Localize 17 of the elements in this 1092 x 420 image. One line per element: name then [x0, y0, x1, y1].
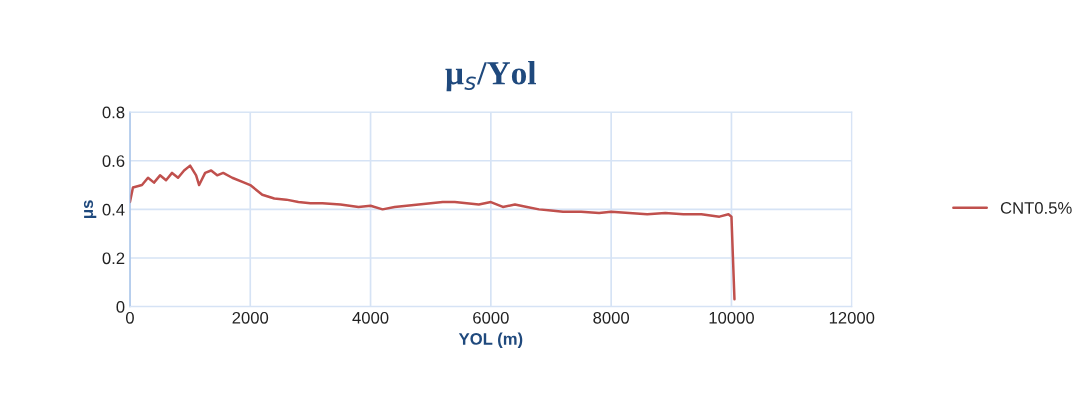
y-tick-label: 0.2 [102, 252, 125, 265]
y-axis-title: μs [83, 200, 97, 218]
chart-title: μ$_{s}$/Yol [445, 61, 536, 92]
y-tick-label: 0.8 [102, 106, 125, 119]
x-tick-label: 12000 [829, 311, 875, 324]
x-tick-label: 6000 [473, 311, 509, 324]
x-tick-label: 10000 [709, 311, 754, 324]
x-axis-title: YOL (m) [458, 332, 523, 349]
legend-label: CNT0.5% [1000, 202, 1072, 214]
y-tick-label: 0 [116, 301, 125, 313]
line-series [129, 164, 736, 301]
x-tick-label: 4000 [352, 311, 389, 324]
x-tick-label: 0 [125, 311, 134, 324]
x-tick-label: 2000 [232, 311, 269, 324]
y-tick-label: 0.6 [102, 155, 125, 167]
x-tick-label: 8000 [593, 311, 630, 324]
y-tick-label: 0.4 [102, 203, 125, 216]
